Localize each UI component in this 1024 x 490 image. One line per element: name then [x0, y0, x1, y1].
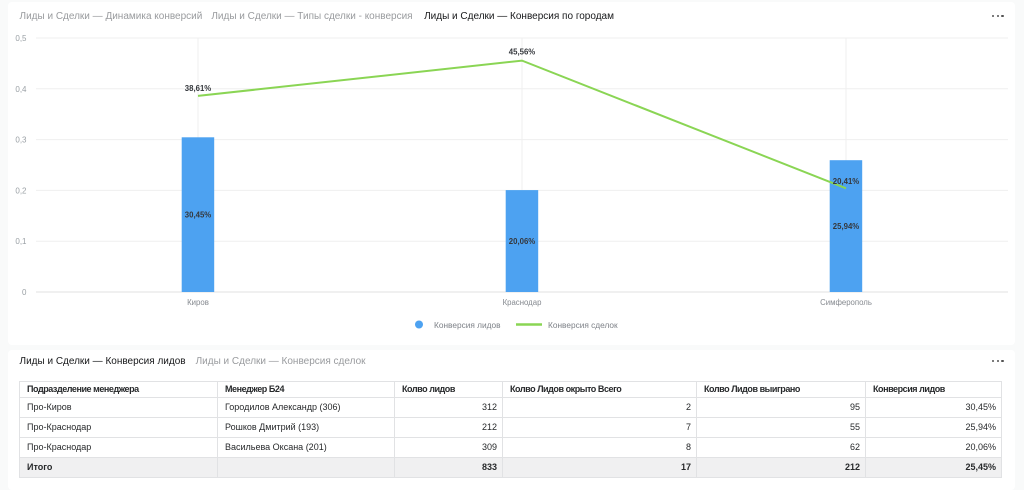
svg-text:0,1: 0,1 [15, 237, 27, 246]
svg-text:Симферополь: Симферополь [820, 298, 872, 307]
svg-text:0,4: 0,4 [15, 85, 27, 94]
svg-text:45,56%: 45,56% [509, 48, 536, 57]
svg-text:0: 0 [22, 288, 27, 297]
svg-text:20,41%: 20,41% [833, 177, 860, 186]
svg-text:0,3: 0,3 [15, 136, 27, 145]
svg-text:38,61%: 38,61% [185, 84, 212, 93]
svg-text:0,5: 0,5 [15, 34, 27, 43]
svg-text:0,2: 0,2 [15, 186, 27, 195]
svg-text:Киров: Киров [187, 298, 209, 307]
svg-text:Конверсия сделок: Конверсия сделок [548, 320, 618, 330]
svg-text:Конверсия лидов: Конверсия лидов [434, 320, 501, 330]
svg-text:Краснодар: Краснодар [503, 298, 542, 307]
svg-text:25,94%: 25,94% [833, 222, 860, 231]
svg-text:20,06%: 20,06% [509, 237, 536, 246]
svg-text:30,45%: 30,45% [185, 211, 212, 220]
